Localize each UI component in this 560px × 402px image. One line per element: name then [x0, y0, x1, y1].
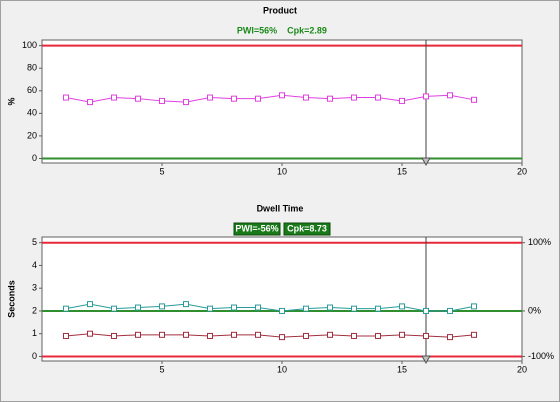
series-line — [65, 94, 475, 103]
data-point — [399, 331, 405, 338]
cursor-marker — [421, 157, 431, 167]
data-point — [279, 334, 285, 341]
chart-title: Product — [263, 5, 297, 15]
x-tick-label: 20 — [517, 166, 527, 176]
data-point — [135, 95, 141, 102]
data-point — [351, 305, 357, 312]
series-line — [65, 333, 475, 338]
data-point — [471, 303, 477, 310]
data-point — [87, 301, 93, 308]
data-point — [423, 332, 429, 339]
annotation: PWI=-56% — [235, 223, 278, 233]
data-point — [63, 305, 69, 312]
data-point — [207, 332, 213, 339]
data-point — [111, 94, 117, 101]
y-tick-label: 0 — [32, 351, 37, 361]
annotation: Cpk=2.89 — [287, 25, 327, 35]
data-point — [399, 97, 405, 104]
y2-tick-label: 0% — [528, 305, 541, 315]
data-point — [255, 331, 261, 338]
x-tick-label: 5 — [159, 166, 164, 176]
data-point — [375, 94, 381, 101]
data-point — [183, 301, 189, 308]
data-point — [231, 95, 237, 102]
data-point — [159, 97, 165, 104]
data-point — [471, 96, 477, 103]
annotation-badge — [233, 222, 281, 236]
data-point — [423, 93, 429, 100]
data-point — [351, 94, 357, 101]
data-point — [87, 330, 93, 337]
data-point — [87, 99, 93, 106]
data-point — [375, 332, 381, 339]
y-tick-label: 3 — [32, 283, 37, 293]
data-point — [327, 95, 333, 102]
data-point — [447, 307, 453, 314]
data-point — [399, 303, 405, 310]
y-tick-label: 1 — [32, 328, 37, 338]
data-point — [183, 99, 189, 106]
y-tick-label: 5 — [32, 237, 37, 247]
data-point — [375, 305, 381, 312]
data-point — [255, 304, 261, 311]
series-line — [65, 303, 475, 312]
data-point — [303, 305, 309, 312]
y-tick-label: 60 — [27, 85, 37, 95]
y-tick-label: 40 — [27, 108, 37, 118]
chart-title: Dwell Time — [257, 203, 304, 213]
y-axis-label: % — [6, 97, 16, 105]
x-tick-label: 20 — [517, 364, 527, 374]
data-point — [327, 304, 333, 311]
x-tick-label: 5 — [159, 364, 164, 374]
y2-tick-label: -100% — [528, 351, 554, 361]
data-point — [447, 334, 453, 341]
data-point — [423, 307, 429, 314]
annotation: Cpk=8.73 — [287, 223, 327, 233]
data-point — [159, 303, 165, 310]
data-point — [471, 331, 477, 338]
data-point — [231, 331, 237, 338]
data-point — [111, 305, 117, 312]
data-point — [207, 305, 213, 312]
data-point — [327, 331, 333, 338]
annotation: PWI=56% — [237, 25, 277, 35]
data-point — [303, 332, 309, 339]
y-tick-label: 4 — [32, 260, 37, 270]
x-tick-label: 15 — [397, 166, 407, 176]
x-tick-label: 10 — [277, 166, 287, 176]
plot-area — [41, 39, 523, 164]
data-point — [63, 332, 69, 339]
data-point — [159, 331, 165, 338]
y-tick-label: 2 — [32, 305, 37, 315]
data-point — [447, 92, 453, 99]
plot-area — [41, 236, 523, 362]
y-tick-label: 20 — [27, 130, 37, 140]
y2-tick-label: 100% — [528, 237, 551, 247]
annotation-badge — [283, 222, 331, 236]
data-point — [279, 92, 285, 99]
data-point — [303, 94, 309, 101]
data-point — [135, 331, 141, 338]
cursor-marker — [421, 355, 431, 365]
y-tick-label: 100 — [22, 40, 37, 50]
x-tick-label: 10 — [277, 364, 287, 374]
data-point — [183, 331, 189, 338]
y-axis-label: Seconds — [6, 280, 16, 318]
data-point — [351, 332, 357, 339]
data-point — [231, 304, 237, 311]
y-tick-label: 80 — [27, 63, 37, 73]
data-point — [255, 95, 261, 102]
y-tick-label: 0 — [32, 153, 37, 163]
data-point — [111, 332, 117, 339]
data-point — [207, 94, 213, 101]
x-tick-label: 15 — [397, 364, 407, 374]
data-point — [135, 304, 141, 311]
data-point — [279, 307, 285, 314]
data-point — [63, 94, 69, 101]
